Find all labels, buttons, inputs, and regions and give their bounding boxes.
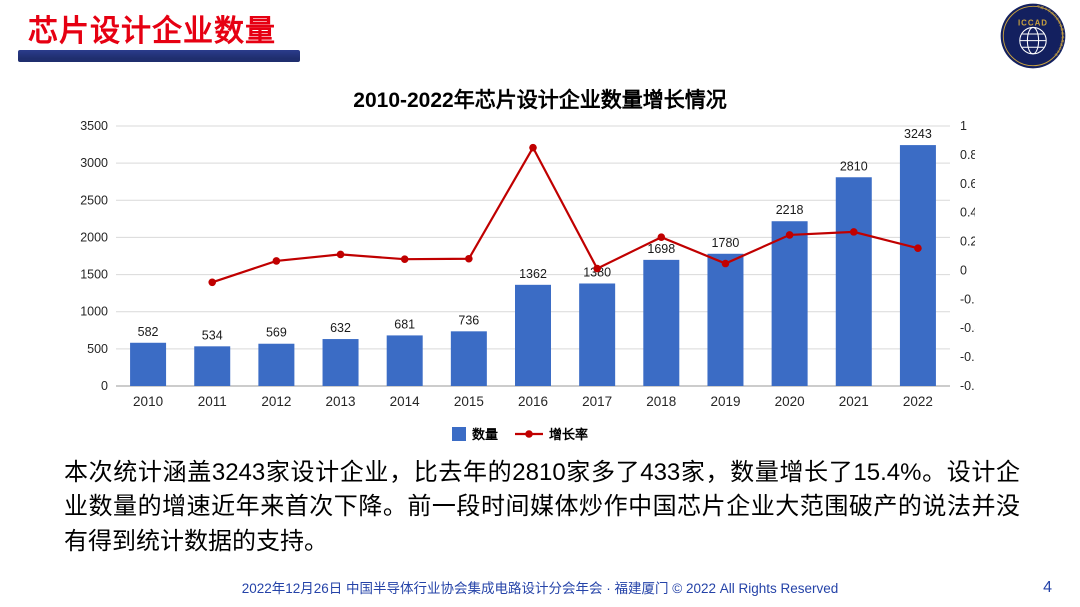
growth-line-marker [272,257,281,265]
growth-line-marker [529,143,537,152]
bar-value-label: 632 [330,321,351,335]
legend-marker-growth [525,430,533,438]
growth-line-marker [400,255,409,263]
axis-label-left: 0 [101,379,108,393]
x-axis-label: 2015 [454,394,484,409]
growth-line-marker [593,264,601,273]
axis-label-left: 2000 [80,230,108,244]
bar [194,346,231,386]
x-axis-label: 2021 [839,394,869,409]
bar-value-label: 736 [458,313,479,327]
axis-label-right: -0.6 [960,350,975,364]
growth-line-marker [721,259,730,268]
x-axis-label: 2016 [518,394,548,409]
bar [130,342,167,386]
axis-label-right: 0.2 [960,235,975,249]
bar-value-label: 1780 [712,236,740,250]
growth-line [211,145,919,284]
x-axis-label: 2022 [903,394,933,409]
globe-icon [1019,26,1047,55]
bar-value-label: 1362 [519,267,547,281]
bar [899,145,936,386]
page-number: 4 [1043,579,1052,596]
bar-value-label: 3243 [904,127,932,141]
logo-gold-ring [1002,5,1064,67]
axis-label-right: -0.2 [960,292,975,306]
axis-label-left: 3500 [80,119,108,133]
footer: 2022年12月26日 中国半导体行业协会集成电路设计分会年会 · 福建厦门 ©… [0,577,1080,597]
bar-value-label: 2810 [840,159,868,173]
axis-label-left: 1000 [80,305,108,319]
bar-value-label: 569 [266,326,287,340]
x-axis-label: 2020 [775,394,805,409]
axis-label-left: 1500 [80,268,108,282]
logo-disc [1000,3,1066,69]
bar-value-label: 1698 [647,242,675,256]
growth-line-marker [914,244,922,252]
axis-label-right: 0 [960,263,967,277]
bar-value-label: 681 [394,317,415,331]
bar [258,343,295,386]
bar [643,259,680,386]
axis-label-left: 2500 [80,193,108,207]
axis-label-right: -0.8 [960,379,975,393]
bar [707,253,744,386]
axis-label-right: -0.4 [960,321,975,335]
bar [322,339,359,386]
bar [515,284,551,386]
axis-label-right: 0.4 [960,206,975,220]
axis-label-right: 0.8 [960,148,975,162]
x-axis-label: 2010 [133,394,163,409]
bar [386,335,423,386]
axis-label-left: 500 [87,342,108,356]
growth-line-marker [657,233,666,242]
bar-value-label: 534 [202,328,223,342]
legend-label-quantity: 数量 [472,427,498,442]
logo-text: ICCAD [1018,18,1048,27]
chart: 0 500 1000 1500 2000 2500 3000 3500 1 0.8 0.6 0.4 0.… [80,119,975,442]
body-text: 本次统计涵盖3243家设计企业，比去年的2810家多了433家，数量增长了15.… [64,459,1020,555]
x-axis-label: 2011 [198,394,227,409]
x-axis-label: 2012 [261,394,291,409]
bar [835,177,872,386]
x-axis-label: 2019 [710,394,740,409]
growth-line-marker [785,231,794,239]
bar [579,283,616,386]
bar-value-label: 1380 [583,265,611,279]
x-axis-label: 2017 [582,394,612,409]
chart-title: 2010-2022年芯片设计企业数量增长情况 [353,89,727,112]
growth-line-marker [849,228,858,236]
x-axis-label: 2013 [326,394,356,409]
x-axis-label: 2014 [390,394,421,409]
bar [771,221,808,386]
page-title: 芯片设计企业数量 [28,15,276,48]
axis-label-left: 3000 [80,156,108,170]
footer-text: 2022年12月26日 中国半导体行业协会集成电路设计分会年会 · 福建厦门 ©… [241,581,839,596]
legend-label-growth: 增长率 [549,427,588,442]
bar-value-label: 2218 [776,203,804,217]
growth-line-marker [465,254,473,263]
title-underline-bar [18,50,300,62]
growth-line-marker [208,278,217,287]
iccad-logo: 中国半导体行业协会集成电路设计分会 ICCAD [1000,3,1066,69]
growth-line-marker [336,250,345,259]
bar [450,331,487,386]
legend-swatch-quantity [452,427,466,441]
x-axis-label: 2018 [646,394,676,409]
axis-label-right: 1 [960,119,967,133]
bar-value-label: 582 [138,325,159,339]
axis-label-right: 0.6 [960,177,975,191]
